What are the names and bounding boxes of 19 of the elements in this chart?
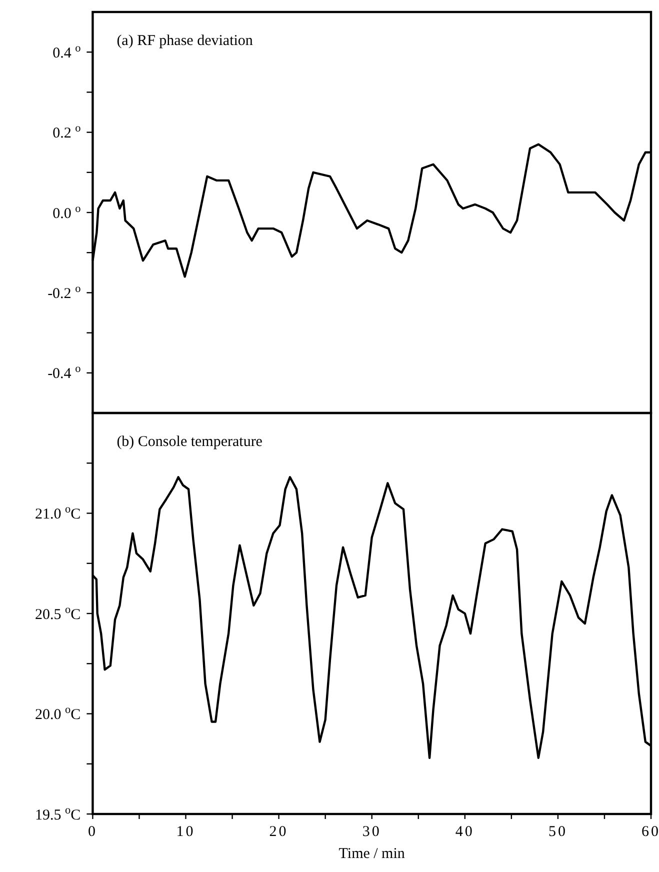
y-tick-label: 0.2 $^{o}$: [52, 122, 82, 142]
y-tick-label: 19.5 $^{o}$C: [35, 804, 81, 824]
y-tick-label: 0.0 $^{o}$: [52, 202, 82, 222]
y-tick-label: 0.4 $^{o}$: [52, 42, 82, 62]
x-tick-label: 10: [176, 824, 196, 840]
x-tick-label: 50: [548, 824, 568, 840]
x-tick-label: 40: [455, 824, 474, 840]
x-tick-label: 60: [642, 824, 659, 840]
x-tick-label: 20: [269, 824, 288, 840]
text: (b) Console temperature: [116, 434, 263, 450]
y-tick-label: 20.0 $^{o}$C: [35, 704, 81, 723]
y-tick-label: -0.2 $^{o}$: [48, 282, 82, 302]
text: (a) RF phase deviation: [116, 33, 254, 49]
y-tick-label: 21.0 $^{o}$C: [35, 504, 81, 522]
x-axis-title: Time / min: [338, 846, 406, 862]
y-tick-label: 20.5 $^{o}$C: [35, 604, 81, 623]
x-tick-label: 0: [88, 824, 98, 840]
x-tick-label: 30: [362, 824, 382, 840]
y-tick-label: -0.4 $^{o}$: [48, 363, 82, 382]
